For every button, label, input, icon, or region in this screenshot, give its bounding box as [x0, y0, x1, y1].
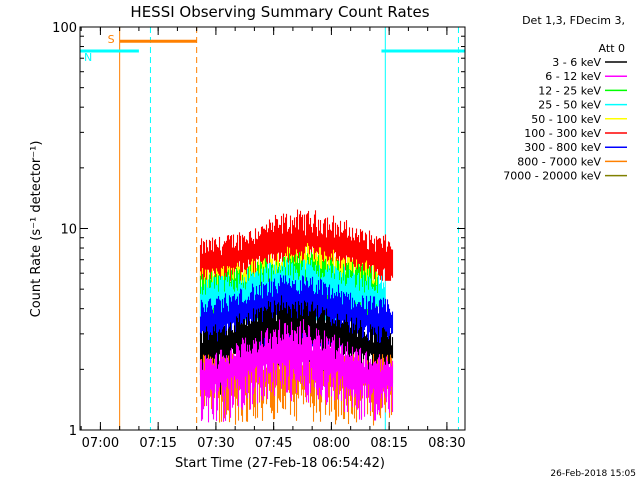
x-tick-label: 07:45 — [255, 436, 292, 451]
x-tick-label: 07:30 — [197, 436, 234, 451]
y-tick-label: 10 — [60, 223, 77, 238]
flag-label: N — [84, 51, 92, 64]
legend-label: 800 - 7000 keV — [517, 155, 601, 168]
x-tick-label: 08:00 — [313, 436, 350, 451]
legend-label: 12 - 25 keV — [538, 84, 601, 97]
legend-header: Att 0 — [599, 42, 625, 55]
legend-label: 25 - 50 keV — [538, 99, 601, 112]
legend-label: 300 - 800 keV — [524, 141, 601, 154]
y-axis: 1 10 100 — [52, 21, 465, 439]
plot-area: SN — [80, 27, 465, 430]
flag-label: S — [108, 33, 115, 46]
legend-header: Det 1,3, FDecim 3, — [522, 14, 625, 27]
timestamp-stamp: 26-Feb-2018 15:05 — [550, 469, 636, 479]
legend-label: 100 - 300 keV — [524, 127, 601, 140]
x-tick-label: 07:15 — [139, 436, 176, 451]
series-line — [199, 319, 394, 423]
y-tick-label: 100 — [52, 21, 77, 36]
legend-label: 50 - 100 keV — [531, 113, 601, 126]
x-axis-label: Start Time (27-Feb-18 06:54:42) — [175, 456, 385, 471]
x-tick-label: 07:00 — [82, 436, 119, 451]
x-tick-label: 08:15 — [370, 436, 407, 451]
legend-label: 3 - 6 keV — [552, 56, 601, 69]
chart-title: HESSI Observing Summary Count Rates — [130, 3, 429, 21]
legend-label: 7000 - 20000 keV — [503, 170, 601, 183]
x-axis: 07:00 07:15 07:30 07:45 08:00 08:15 08:30 — [80, 27, 466, 451]
y-axis-label: Count Rate (s⁻¹ detector⁻¹) — [29, 141, 44, 318]
legend-label: 6 - 12 keV — [545, 70, 601, 83]
y-tick-label: 1 — [69, 424, 77, 439]
x-tick-label: 08:30 — [428, 436, 465, 451]
